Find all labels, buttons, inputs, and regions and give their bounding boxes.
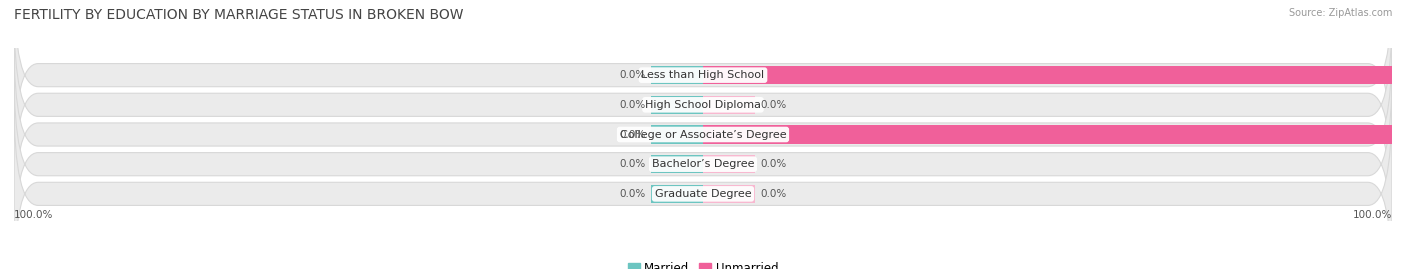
Bar <box>651 155 703 174</box>
Bar <box>651 66 703 84</box>
Text: 0.0%: 0.0% <box>761 189 786 199</box>
FancyBboxPatch shape <box>14 12 1392 197</box>
FancyBboxPatch shape <box>14 0 1392 167</box>
Text: 100.0%: 100.0% <box>14 210 53 220</box>
Bar <box>703 185 755 203</box>
Text: FERTILITY BY EDUCATION BY MARRIAGE STATUS IN BROKEN BOW: FERTILITY BY EDUCATION BY MARRIAGE STATU… <box>14 8 464 22</box>
Bar <box>651 125 703 144</box>
Text: 100.0%: 100.0% <box>1398 129 1406 140</box>
FancyBboxPatch shape <box>14 72 1392 257</box>
Text: Source: ZipAtlas.com: Source: ZipAtlas.com <box>1288 8 1392 18</box>
Text: Graduate Degree: Graduate Degree <box>655 189 751 199</box>
Text: 0.0%: 0.0% <box>620 129 645 140</box>
Text: 100.0%: 100.0% <box>1398 70 1406 80</box>
Text: College or Associate’s Degree: College or Associate’s Degree <box>620 129 786 140</box>
Bar <box>703 125 1392 144</box>
Text: 0.0%: 0.0% <box>761 159 786 169</box>
Bar <box>703 95 755 114</box>
FancyBboxPatch shape <box>14 42 1392 227</box>
Bar <box>651 185 703 203</box>
Text: 0.0%: 0.0% <box>620 159 645 169</box>
Text: 0.0%: 0.0% <box>761 100 786 110</box>
Bar <box>703 155 755 174</box>
Bar <box>651 95 703 114</box>
FancyBboxPatch shape <box>14 102 1392 269</box>
Legend: Married, Unmarried: Married, Unmarried <box>623 258 783 269</box>
Text: Bachelor’s Degree: Bachelor’s Degree <box>652 159 754 169</box>
Text: High School Diploma: High School Diploma <box>645 100 761 110</box>
Text: 0.0%: 0.0% <box>620 189 645 199</box>
Text: 100.0%: 100.0% <box>1353 210 1392 220</box>
Text: Less than High School: Less than High School <box>641 70 765 80</box>
Bar <box>703 66 1392 84</box>
Text: 0.0%: 0.0% <box>620 70 645 80</box>
Text: 0.0%: 0.0% <box>620 100 645 110</box>
